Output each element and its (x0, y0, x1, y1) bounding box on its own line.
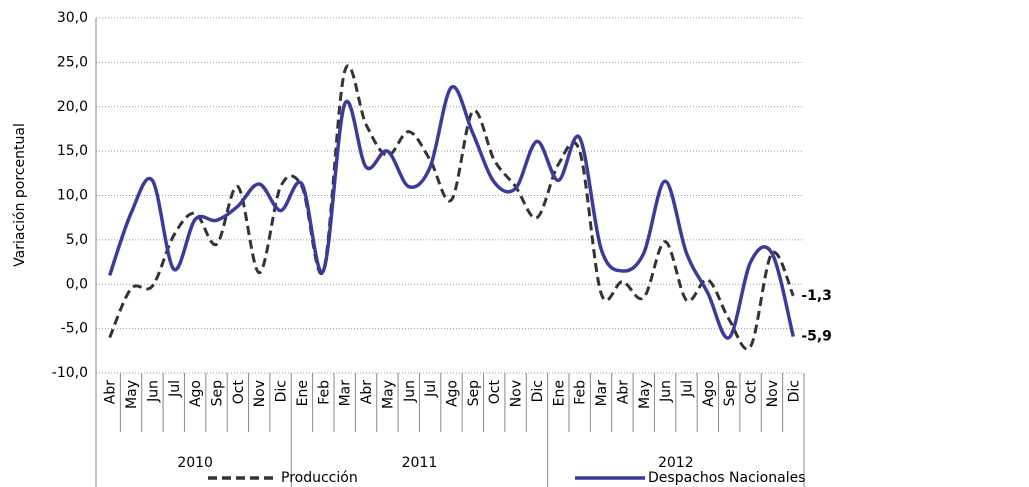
x-tick-label: Jun (658, 380, 674, 403)
x-tick-label: Abr (103, 380, 119, 404)
x-tick-label: Sep (722, 380, 738, 407)
x-tick-label: Mar (594, 380, 610, 407)
group-label: 2011 (402, 455, 438, 471)
x-tick-label: Sep (466, 380, 482, 407)
y-tick-label: 15,0 (57, 143, 88, 159)
x-tick-label: Feb (573, 380, 589, 405)
x-tick-label: May (124, 380, 140, 409)
x-tick-label: Jun (145, 380, 161, 403)
line-series (108, 85, 796, 340)
x-tick-label: Jun (402, 380, 418, 403)
y-tick-label: -10,0 (52, 365, 88, 381)
x-tick-label: Oct (744, 380, 760, 405)
x-tick-label: Mar (338, 380, 354, 407)
legend-label: Despachos Nacionales (648, 470, 806, 486)
x-tick-label: Nov (509, 380, 525, 407)
legend-label: Producción (281, 470, 358, 486)
x-tick-label: Abr (359, 380, 375, 404)
x-tick-label: May (380, 380, 396, 409)
x-tick-label: Oct (231, 380, 247, 405)
y-tick-label: 30,0 (57, 10, 88, 26)
x-tick-label: Nov (252, 380, 268, 407)
x-tick-label: Ago (701, 380, 717, 407)
x-tick-label: Jul (423, 380, 439, 398)
line-series (108, 64, 795, 351)
x-tick-label: Feb (316, 380, 332, 405)
group-label: 2012 (658, 455, 694, 471)
y-axis-label: Variación porcentual (12, 123, 28, 267)
x-tick-label: May (637, 380, 653, 409)
x-tick-label: Ago (445, 380, 461, 407)
x-tick-label: Nov (765, 380, 781, 407)
data-label: -1,3 (801, 288, 832, 304)
x-tick-label: Abr (615, 380, 631, 404)
x-tick-label: Oct (487, 380, 503, 405)
y-tick-label: 5,0 (66, 232, 88, 248)
x-tick-label: Ago (188, 380, 204, 407)
x-tick-label: Sep (210, 380, 226, 407)
x-tick-label: Jul (680, 380, 696, 398)
y-tick-label: 20,0 (57, 99, 88, 115)
y-tick-label: -5,0 (61, 321, 88, 337)
x-tick-label: Ene (295, 380, 311, 406)
x-tick-label: Dic (786, 380, 802, 402)
y-tick-label: 0,0 (66, 276, 88, 292)
x-tick-label: Ene (551, 380, 567, 406)
y-tick-label: 25,0 (57, 54, 88, 70)
x-tick-label: Dic (274, 380, 290, 402)
group-label: 2010 (177, 455, 213, 471)
x-tick-label: Jul (167, 380, 183, 398)
data-label: -5,9 (801, 329, 832, 345)
x-tick-label: Dic (530, 380, 546, 402)
y-tick-label: 10,0 (57, 188, 88, 204)
